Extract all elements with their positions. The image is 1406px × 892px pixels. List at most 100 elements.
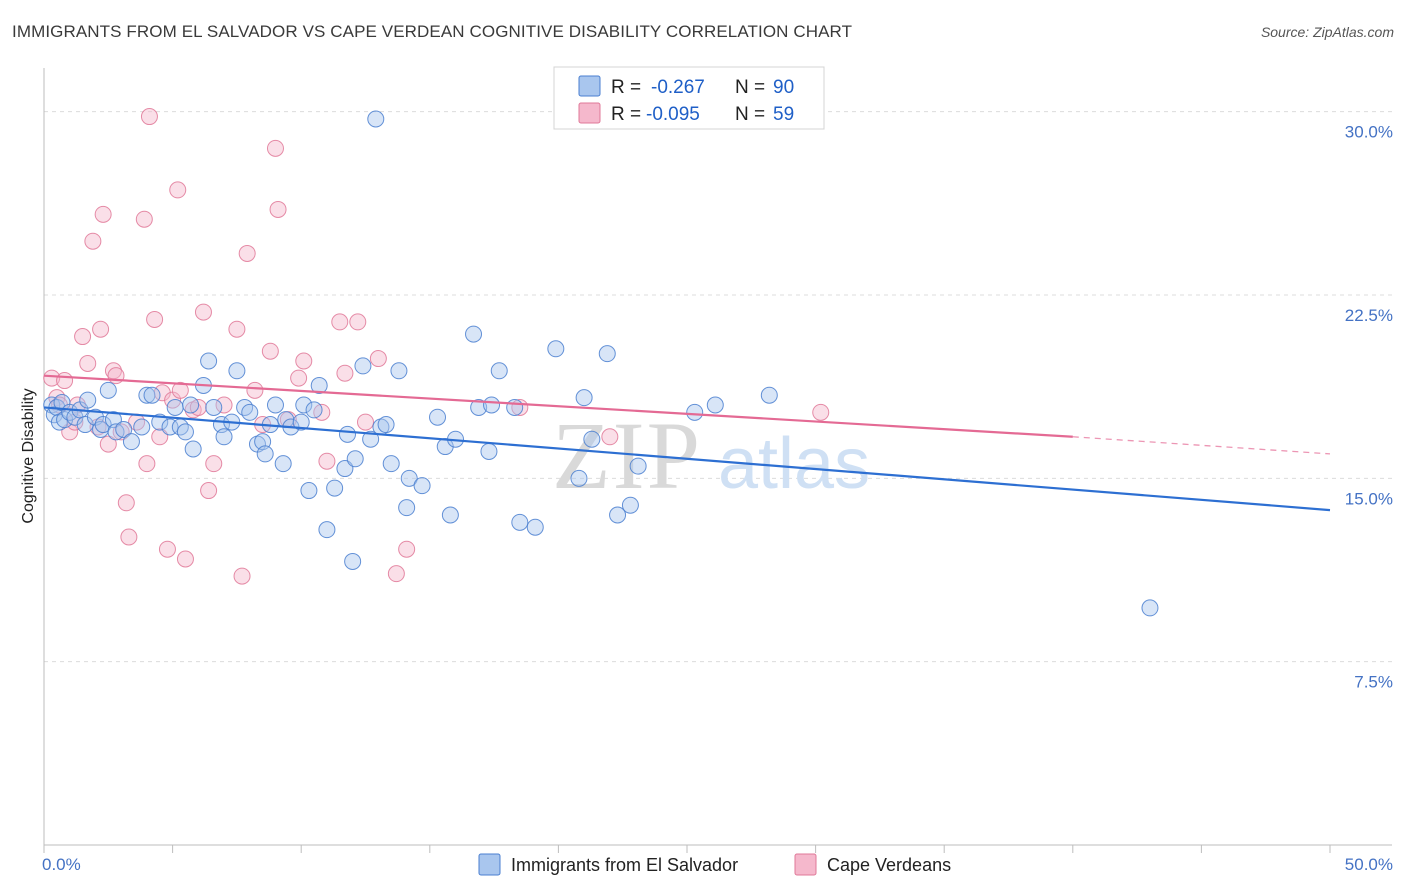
axes [43, 68, 1392, 853]
trend-line-blue [43, 406, 1331, 512]
data-point [480, 442, 498, 460]
data-point [470, 398, 488, 416]
series-cape-verdeans [43, 108, 830, 585]
data-point [490, 362, 508, 380]
data-point [256, 445, 274, 463]
data-point [176, 423, 194, 441]
data-point [135, 210, 153, 228]
data-point [357, 413, 374, 431]
data-point [238, 244, 256, 262]
data-point [261, 342, 279, 360]
data-point [158, 540, 176, 558]
data-point [362, 430, 380, 448]
y-tick-label: 7.5% [1354, 673, 1393, 692]
data-point [228, 362, 246, 380]
data-point [349, 313, 367, 331]
data-point [117, 494, 135, 512]
data-point [138, 455, 156, 473]
source-credit: Source: ZipAtlas.com [1260, 24, 1394, 40]
data-point [511, 513, 529, 531]
data-point [295, 396, 313, 414]
legend-r-value-2: -0.095 [646, 104, 700, 125]
data-point [241, 403, 259, 421]
data-point [143, 386, 161, 404]
data-point [266, 396, 284, 414]
data-point [138, 386, 156, 404]
data-point [79, 354, 97, 372]
data-point [200, 482, 218, 500]
data-point [601, 428, 619, 446]
data-point [274, 455, 292, 473]
data-point [377, 416, 395, 434]
data-point [176, 550, 194, 568]
legend-n-value-1: 90 [773, 77, 794, 98]
data-point [140, 108, 158, 126]
data-point [305, 401, 323, 419]
legend-r-label-2: R = [611, 104, 641, 125]
stats-legend: R = -0.267 N = 90 R = -0.095 N = 59 [553, 66, 825, 130]
data-point [621, 496, 639, 514]
data-point [151, 428, 169, 446]
data-point [122, 433, 140, 451]
data-point [215, 428, 233, 446]
legend-r-label-1: R = [611, 77, 641, 98]
data-point [94, 205, 112, 223]
data-point [344, 552, 362, 570]
data-point [84, 232, 102, 250]
data-point [570, 469, 588, 487]
data-point [182, 396, 200, 414]
data-point [547, 340, 565, 358]
x-tick-label: 0.0% [42, 855, 81, 874]
watermark-zip: ZIP [552, 402, 702, 509]
data-point [215, 396, 233, 414]
data-point [706, 396, 724, 414]
y-tick-label: 15.0% [1345, 489, 1393, 508]
data-point [300, 482, 318, 500]
legend-swatch-pink [578, 102, 601, 124]
data-point [290, 369, 308, 387]
data-point [609, 506, 627, 524]
data-point [441, 506, 459, 524]
legend-n-value-2: 59 [773, 104, 794, 125]
y-axis-title: Cognitive Disability [20, 388, 37, 523]
y-tick-label: 22.5% [1345, 306, 1393, 325]
data-point [338, 425, 356, 443]
data-point [171, 381, 189, 399]
data-point [760, 386, 778, 404]
data-point [336, 364, 354, 382]
data-point [390, 362, 408, 380]
data-point [205, 398, 223, 416]
legend-swatch-cape-verdeans [794, 853, 817, 876]
data-point [812, 403, 830, 421]
data-point [115, 420, 133, 438]
legend-n-label-1: N = [735, 77, 765, 98]
data-point [79, 391, 97, 409]
data-point [367, 110, 385, 128]
data-point [429, 408, 447, 426]
data-point [398, 540, 416, 558]
data-point [331, 313, 349, 331]
data-point [246, 381, 264, 399]
data-point [686, 403, 704, 421]
data-point [120, 528, 138, 546]
data-point [266, 139, 284, 157]
legend-n-label-2: N = [735, 104, 765, 125]
data-point [369, 350, 387, 368]
data-point [382, 455, 400, 473]
data-point [583, 430, 601, 448]
data-point [575, 389, 593, 407]
y-tick-labels: 7.5% 15.0% 22.5% 30.0% [1345, 123, 1393, 692]
data-point [146, 310, 164, 328]
data-point [169, 181, 187, 199]
x-tick-labels: 0.0% 50.0% [42, 855, 1393, 874]
data-point [629, 457, 647, 475]
data-point [228, 320, 246, 338]
data-point [233, 567, 251, 585]
data-point [310, 376, 328, 394]
chart-title: IMMIGRANTS FROM EL SALVADOR VS CAPE VERD… [12, 22, 853, 41]
data-point [318, 452, 336, 470]
data-point [269, 200, 287, 218]
data-point [92, 320, 110, 338]
data-point [326, 479, 344, 497]
